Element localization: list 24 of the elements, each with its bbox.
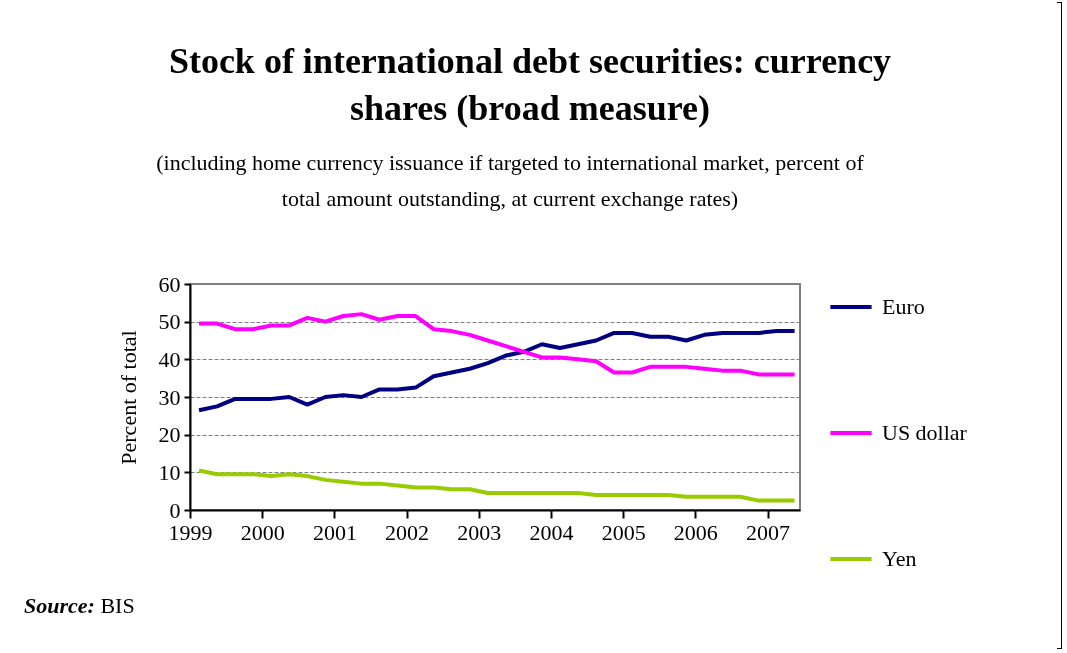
legend-label: Euro xyxy=(882,294,925,319)
line-series xyxy=(197,468,797,503)
y-tick-label: 40 xyxy=(158,346,181,372)
x-tick-label: 2000 xyxy=(240,519,285,545)
y-tick-label: 20 xyxy=(158,422,181,448)
x-tick-label: 2003 xyxy=(457,519,502,545)
x-tick-label: 2005 xyxy=(601,519,646,545)
line-series xyxy=(197,329,797,413)
y-axis-title: Percent of total xyxy=(115,330,141,465)
x-tick-label: 2007 xyxy=(746,519,791,545)
x-tick-label: 2004 xyxy=(529,519,574,545)
chart-subtitle: (including home currency issuance if targeted to international market, percent of total amount outstanding, at current exchange rates) xyxy=(155,149,865,213)
legend-label: US dollar xyxy=(882,420,968,445)
y-tick-label: 50 xyxy=(158,309,181,335)
y-tick-label: 30 xyxy=(158,384,181,410)
y-tick-label: 10 xyxy=(158,459,181,485)
x-tick-label: 2001 xyxy=(312,519,357,545)
x-tick-label: 2006 xyxy=(673,519,718,545)
x-tick-label: 2002 xyxy=(385,519,430,545)
line-series xyxy=(197,312,797,377)
source-note: Source: BIS xyxy=(24,593,135,619)
chart-title: Stock of international debt securities: currency shares (broad measure) xyxy=(167,40,893,130)
y-tick-label: 60 xyxy=(158,271,181,297)
legend-label: Yen xyxy=(882,546,917,571)
